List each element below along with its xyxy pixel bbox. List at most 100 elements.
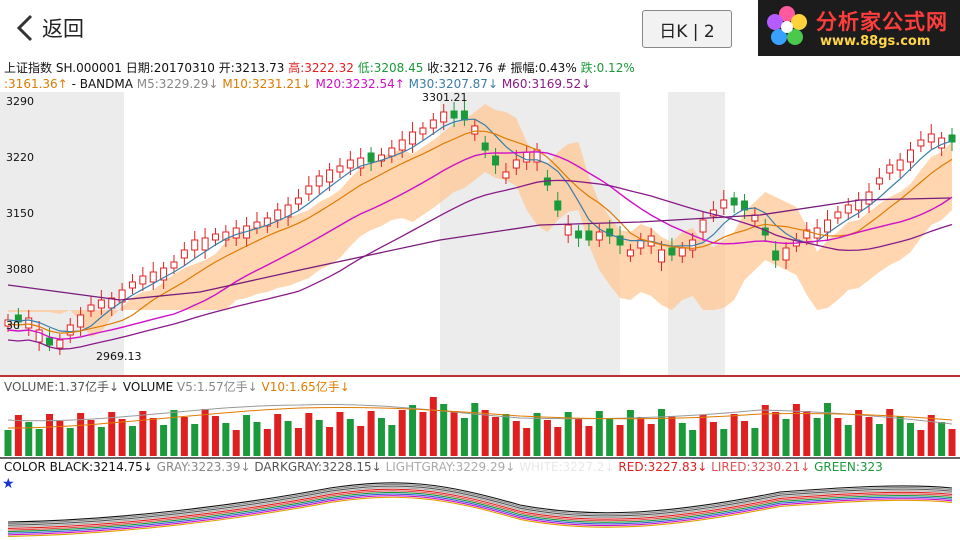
candle-body — [492, 155, 500, 166]
ma-line — [7, 130, 953, 334]
candle-body — [56, 339, 64, 349]
m60-label: M60:3169.52↓ — [501, 77, 592, 91]
volume-bar — [180, 417, 188, 456]
volume-bar — [191, 424, 199, 456]
candle-body — [761, 227, 769, 236]
volume-bar — [128, 426, 136, 456]
volume-bar — [56, 421, 64, 456]
volume-bar — [772, 412, 780, 456]
ma-line — [7, 151, 953, 340]
color-line — [7, 482, 953, 523]
month-band — [440, 92, 620, 376]
candle-body — [25, 317, 33, 329]
candle-body — [191, 239, 199, 251]
volume-bar — [886, 409, 894, 456]
month-band — [124, 92, 440, 376]
candle-body — [97, 299, 105, 309]
volume-bar — [658, 409, 666, 456]
candle-body — [917, 139, 925, 147]
volume-bar — [326, 427, 334, 456]
volume-bar — [917, 430, 925, 456]
volume-bar — [844, 425, 852, 456]
color-line — [7, 487, 953, 528]
volume-bar — [709, 422, 717, 456]
candle-body — [730, 197, 738, 206]
candle-body — [896, 159, 904, 171]
volume-bar — [460, 418, 468, 456]
candle-body — [180, 249, 188, 259]
quote-line: 上证指数 SH.000001 日期:20170310 开:3213.73 高:3… — [4, 60, 635, 76]
candle-body — [668, 247, 676, 256]
candle-body — [886, 164, 894, 174]
month-band — [725, 92, 960, 376]
top-bar: 返回 日K | 2 分析家公式网 www.88gs.com — [0, 0, 960, 56]
color-line — [7, 488, 953, 529]
volume-bar — [792, 404, 800, 456]
volume-bar — [699, 415, 707, 456]
volume-bar — [595, 411, 603, 456]
volume-bar — [232, 430, 240, 456]
site-logo: 分析家公式网 www.88gs.com — [758, 0, 960, 56]
month-band — [0, 92, 124, 376]
volume-bar — [367, 411, 375, 456]
volume-bar — [45, 414, 53, 456]
candle-body — [481, 142, 489, 151]
volume-bar — [626, 410, 634, 456]
amplitude-label: # 振幅:0.43% — [496, 61, 577, 75]
volume-bar — [253, 422, 261, 456]
volume-bar — [948, 429, 956, 456]
volume-bar — [824, 403, 832, 456]
candle-body — [616, 235, 624, 246]
candle-body — [440, 111, 448, 123]
m60-line — [7, 197, 951, 301]
candle-body — [741, 200, 749, 211]
color-line — [7, 495, 953, 536]
candle-body — [367, 152, 375, 163]
candle-body — [844, 204, 852, 214]
candle-body — [87, 304, 95, 312]
volume-bar — [87, 420, 95, 456]
candle-body — [305, 185, 313, 195]
volume-bar — [346, 419, 354, 456]
color-white-label: WHITE:3227.2↓ — [519, 460, 615, 474]
back-button[interactable]: 返回 — [14, 12, 84, 44]
candle-body — [243, 225, 251, 239]
candle-body — [533, 149, 541, 163]
volume-bar — [813, 418, 821, 456]
volume-bar — [865, 417, 873, 456]
volume-bar — [647, 424, 655, 456]
candle-body — [160, 267, 168, 281]
volume-bar — [263, 429, 271, 456]
candle-body — [201, 237, 209, 251]
volume-bar — [751, 428, 759, 456]
candle-body — [720, 199, 728, 209]
candle-body — [211, 233, 219, 241]
candle-body — [253, 221, 261, 229]
candle-body — [326, 169, 334, 183]
volume-bar — [377, 418, 385, 456]
date-label: 日期:20170310 — [125, 61, 215, 75]
volume-title: VOLUME — [122, 380, 174, 394]
change-label: 跌:0.12% — [580, 61, 635, 75]
color-line — [7, 496, 953, 537]
period-button[interactable]: 日K | 2 — [642, 10, 732, 48]
candle-body — [824, 219, 832, 233]
volume-bar — [907, 423, 915, 456]
volume-bar — [35, 429, 43, 456]
volume-bar — [409, 405, 417, 456]
volume-bar — [502, 414, 510, 456]
candle-body — [377, 154, 385, 162]
band-value: :3161.36↑ — [4, 77, 68, 91]
candlesticks — [4, 101, 956, 355]
volume-bar — [305, 413, 313, 456]
candle-body — [315, 175, 323, 187]
v5-line — [7, 403, 953, 425]
candle-body — [927, 133, 935, 143]
color-darkgray-label: DARKGRAY:3228.15↓ — [254, 460, 382, 474]
month-band — [124, 92, 440, 376]
star-icon: ★ — [2, 476, 15, 492]
volume-lines — [7, 403, 953, 429]
candle-body — [543, 177, 551, 186]
candle-body — [108, 297, 116, 309]
price-tick: 3080 — [6, 263, 34, 276]
